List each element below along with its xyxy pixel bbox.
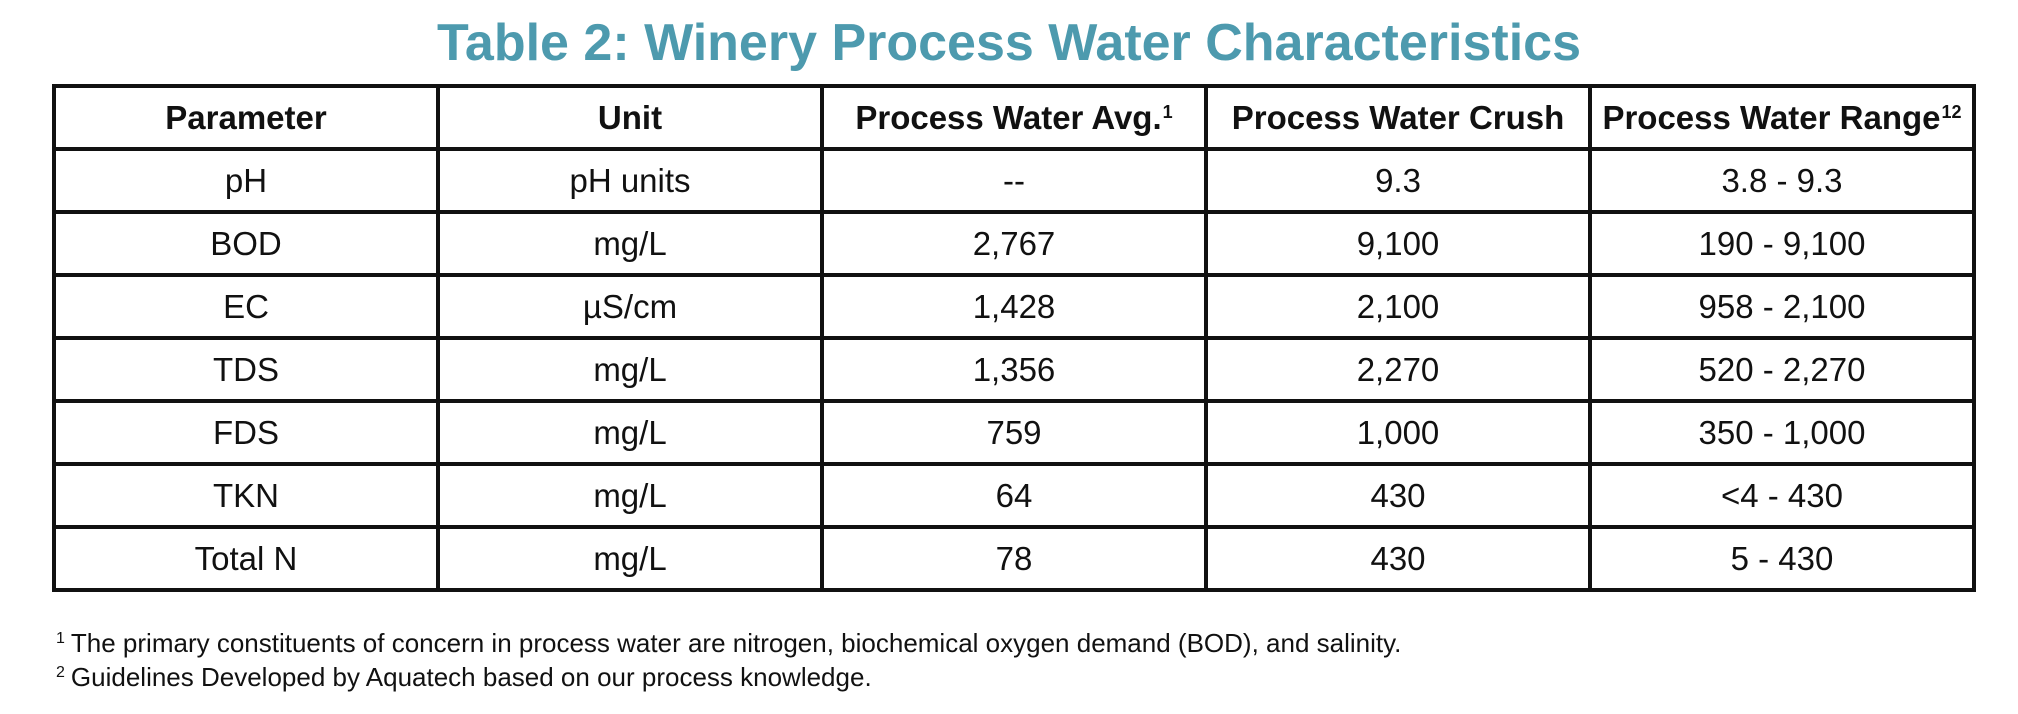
cell-parameter: FDS (52, 399, 440, 466)
cell-range: 5 - 430 (1588, 525, 1976, 592)
cell-unit: mg/L (436, 525, 824, 592)
cell-avg: 759 (820, 399, 1208, 466)
cell-unit: mg/L (436, 462, 824, 529)
cell-avg: 2,767 (820, 210, 1208, 277)
footnote-mark: 2 (56, 664, 65, 681)
cell-range: 3.8 - 9.3 (1588, 147, 1976, 214)
footnote-text: The primary constituents of concern in p… (70, 628, 1402, 658)
cell-unit: pH units (436, 147, 824, 214)
header-label: Process Water Crush (1231, 98, 1565, 136)
cell-crush: 430 (1204, 462, 1592, 529)
cell-unit: mg/L (436, 210, 824, 277)
cell-avg: 1,356 (820, 336, 1208, 403)
cell-range: 520 - 2,270 (1588, 336, 1976, 403)
table-row: pH pH units -- 9.3 3.8 - 9.3 (52, 147, 1976, 214)
table-row: FDS mg/L 759 1,000 350 - 1,000 (52, 399, 1976, 466)
table-row: BOD mg/L 2,767 9,100 190 - 9,100 (52, 210, 1976, 277)
footnote-mark: 1 (56, 630, 65, 647)
cell-range: 190 - 9,100 (1588, 210, 1976, 277)
cell-parameter: EC (52, 273, 440, 340)
cell-avg: 1,428 (820, 273, 1208, 340)
cell-range: 958 - 2,100 (1588, 273, 1976, 340)
footnote-2: 2 Guidelines Developed by Aquatech based … (56, 660, 1401, 694)
cell-parameter: Total N (52, 525, 440, 592)
footnote-1: 1 The primary constituents of concern in … (56, 626, 1401, 660)
header-process-water-range: Process Water Range12 (1588, 84, 1976, 151)
footnote-text: Guidelines Developed by Aquatech based o… (70, 662, 872, 692)
cell-crush: 2,100 (1204, 273, 1592, 340)
water-characteristics-table: Parameter Unit Process Water Avg.1 Proce… (52, 84, 1976, 592)
cell-range: 350 - 1,000 (1588, 399, 1976, 466)
footnotes: 1 The primary constituents of concern in … (56, 626, 1401, 694)
cell-crush: 9.3 (1204, 147, 1592, 214)
header-label: Process Water Avg. (855, 98, 1162, 136)
header-process-water-avg: Process Water Avg.1 (820, 84, 1208, 151)
cell-parameter: TDS (52, 336, 440, 403)
header-label: Unit (597, 98, 663, 136)
header-row: Parameter Unit Process Water Avg.1 Proce… (52, 84, 1976, 151)
cell-crush: 430 (1204, 525, 1592, 592)
table-title: Table 2: Winery Process Water Characteri… (437, 14, 1581, 72)
footnote-ref: 12 (1941, 101, 1962, 122)
cell-parameter: TKN (52, 462, 440, 529)
header-parameter: Parameter (52, 84, 440, 151)
table-row: Total N mg/L 78 430 5 - 430 (52, 525, 1976, 592)
header-label: Process Water Range (1602, 98, 1941, 136)
table-row: TDS mg/L 1,356 2,270 520 - 2,270 (52, 336, 1976, 403)
table-row: TKN mg/L 64 430 <4 - 430 (52, 462, 1976, 529)
cell-avg: 64 (820, 462, 1208, 529)
header-process-water-crush: Process Water Crush (1204, 84, 1592, 151)
footnote-ref: 1 (1162, 101, 1173, 122)
header-label: Parameter (165, 98, 327, 136)
cell-parameter: pH (52, 147, 440, 214)
cell-crush: 9,100 (1204, 210, 1592, 277)
header-unit: Unit (436, 84, 824, 151)
cell-range: <4 - 430 (1588, 462, 1976, 529)
table-row: EC µS/cm 1,428 2,100 958 - 2,100 (52, 273, 1976, 340)
cell-crush: 2,270 (1204, 336, 1592, 403)
cell-unit: mg/L (436, 336, 824, 403)
cell-unit: µS/cm (436, 273, 824, 340)
cell-crush: 1,000 (1204, 399, 1592, 466)
cell-parameter: BOD (52, 210, 440, 277)
cell-unit: mg/L (436, 399, 824, 466)
cell-avg: -- (820, 147, 1208, 214)
cell-avg: 78 (820, 525, 1208, 592)
